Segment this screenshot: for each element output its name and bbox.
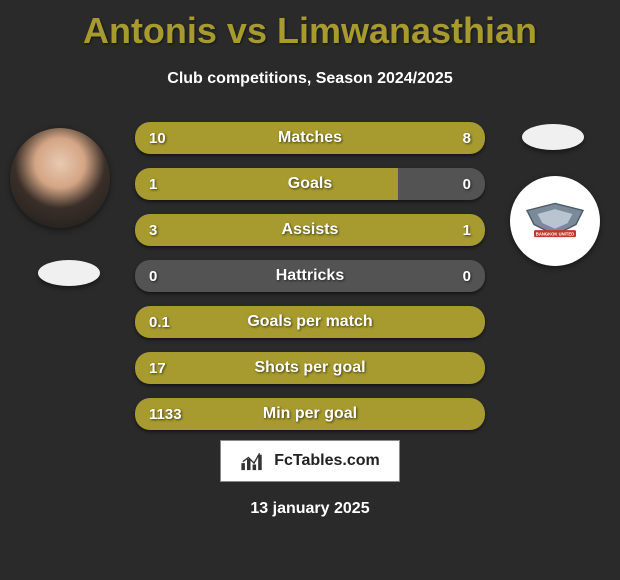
stat-label: Hattricks [135,260,485,292]
player-left-flag [38,260,100,286]
player-right-flag [522,124,584,150]
stat-label: Shots per goal [135,352,485,384]
stat-row: 108Matches [135,122,485,154]
stat-row: 00Hattricks [135,260,485,292]
svg-text:BANGKOK UNITED: BANGKOK UNITED [536,232,574,237]
footer-brand-text: FcTables.com [274,452,380,470]
footer-date: 13 january 2025 [0,500,620,518]
page-title: Antonis vs Limwanasthian [0,0,620,52]
stats-bars: 108Matches 10Goals 31Assists 00Hattricks 0.1… [135,122,485,444]
chart-icon [240,450,268,472]
stat-row: 17Shots per goal [135,352,485,384]
player-left-avatar [10,128,110,228]
stat-row: 1133Min per goal [135,398,485,430]
stat-label: Matches [135,122,485,154]
stat-row: 31Assists [135,214,485,246]
stat-label: Min per goal [135,398,485,430]
stat-label: Goals [135,168,485,200]
stat-row: 10Goals [135,168,485,200]
subtitle: Club competitions, Season 2024/2025 [0,70,620,88]
stat-label: Assists [135,214,485,246]
footer-brand-badge[interactable]: FcTables.com [220,440,400,482]
player-right-club-badge: BANGKOK UNITED [510,176,600,266]
club-badge-icon: BANGKOK UNITED [520,196,590,246]
stat-row: 0.1Goals per match [135,306,485,338]
stat-label: Goals per match [135,306,485,338]
